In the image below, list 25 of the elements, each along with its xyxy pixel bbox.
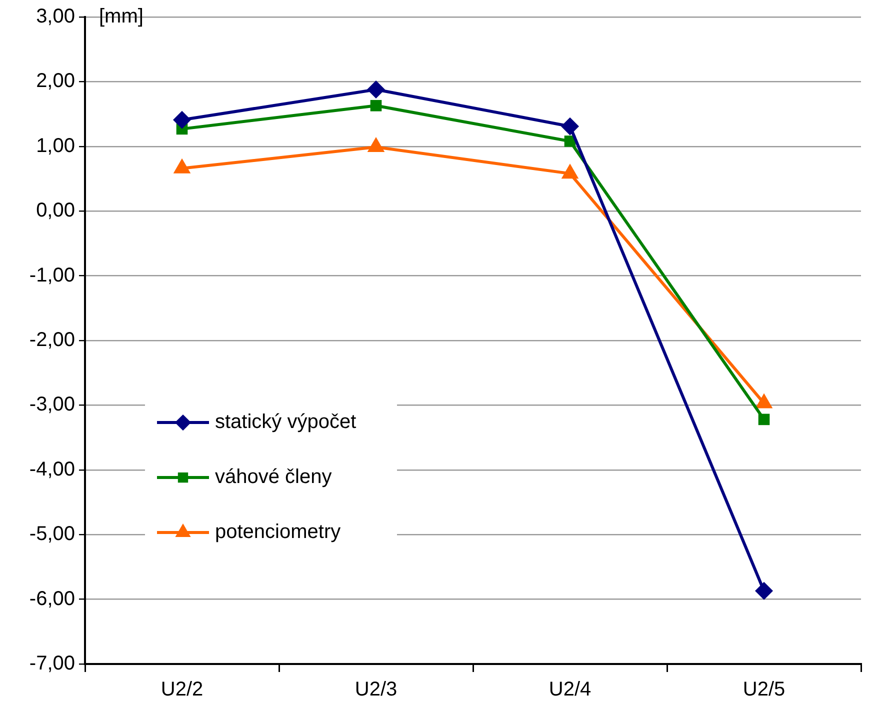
point [755,582,773,600]
point [173,110,191,129]
point [758,414,770,426]
legend-label: statický výpočet [215,411,357,434]
legend-label: potenciometry [215,521,341,544]
y-tick-label: -1,00 [29,264,75,286]
y-tick-label: -3,00 [29,394,75,416]
legend-label: váhové členy [215,466,332,488]
x-tick-label: U2/3 [354,678,398,701]
point [370,100,382,112]
x-tick-label: U2/5 [742,678,786,701]
y-tick-label: 0,00 [36,200,75,222]
y-tick-label: 1,00 [36,134,75,157]
y-tick-label: -4,00 [29,458,75,480]
x-tick-label: U2/2 [160,678,204,701]
point [561,117,579,136]
y-tick-label: -2,00 [29,329,75,352]
y-tick-label: -5,00 [29,523,75,546]
y-tick-label: 3,00 [36,6,75,28]
y-tick-label: 2,00 [36,70,75,92]
x-tick-label: U2/4 [548,678,592,701]
y-tick-label: -6,00 [29,588,75,610]
y-tick-label: -7,00 [29,652,75,675]
y-axis-title: [mm] [99,6,144,28]
point [367,80,385,98]
